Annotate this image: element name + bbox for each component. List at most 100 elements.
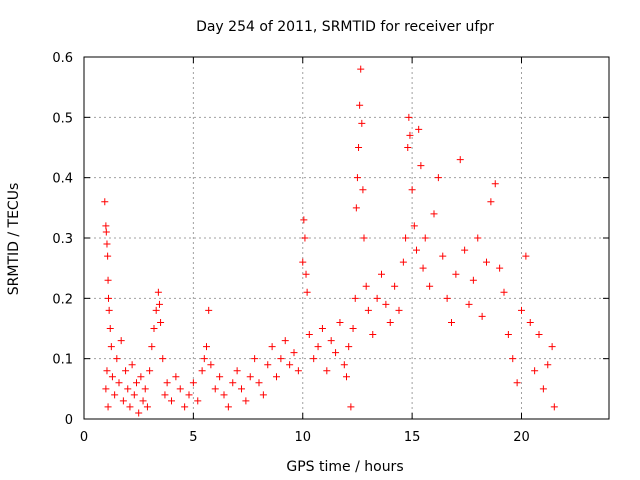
data-point bbox=[255, 379, 263, 387]
data-point bbox=[474, 234, 482, 242]
data-point bbox=[373, 294, 381, 302]
data-point bbox=[119, 397, 127, 405]
data-point bbox=[159, 355, 167, 363]
x-tick-label: 10 bbox=[294, 430, 311, 445]
data-point bbox=[122, 367, 130, 375]
data-point bbox=[126, 403, 134, 411]
data-point bbox=[353, 174, 361, 182]
data-point bbox=[143, 403, 151, 411]
data-point bbox=[345, 343, 353, 351]
y-axis-label: SRMTID / TECUs bbox=[6, 183, 22, 296]
x-tick-label: 5 bbox=[189, 430, 197, 445]
data-point bbox=[181, 403, 189, 411]
data-point bbox=[105, 294, 112, 302]
data-point bbox=[113, 355, 121, 363]
data-point bbox=[103, 367, 111, 375]
data-point bbox=[408, 186, 416, 194]
data-point bbox=[286, 361, 294, 369]
data-point bbox=[135, 409, 143, 417]
data-point bbox=[107, 343, 115, 351]
data-point bbox=[358, 119, 366, 127]
data-point bbox=[185, 391, 193, 399]
data-point bbox=[281, 337, 289, 345]
data-point bbox=[406, 131, 414, 139]
data-point bbox=[343, 373, 350, 381]
data-point bbox=[238, 385, 245, 393]
y-tick-label: 0.2 bbox=[52, 292, 73, 307]
data-point bbox=[168, 397, 175, 405]
data-point bbox=[154, 288, 162, 296]
data-point bbox=[277, 355, 285, 363]
data-point bbox=[117, 337, 125, 345]
data-point bbox=[106, 325, 114, 332]
data-point bbox=[465, 300, 473, 308]
data-point bbox=[233, 367, 241, 375]
data-point bbox=[405, 113, 413, 121]
data-point bbox=[539, 385, 547, 393]
data-point bbox=[268, 343, 276, 351]
data-point bbox=[259, 391, 267, 399]
data-point bbox=[104, 252, 112, 260]
data-point bbox=[303, 288, 311, 296]
data-point bbox=[395, 306, 403, 314]
y-tick-label: 0.1 bbox=[52, 353, 73, 368]
data-point bbox=[299, 258, 307, 266]
data-point bbox=[430, 210, 438, 218]
y-tick-label: 0.6 bbox=[52, 51, 73, 66]
data-point bbox=[273, 373, 280, 381]
data-point bbox=[200, 355, 208, 363]
x-tick-label: 0 bbox=[80, 430, 88, 445]
data-point bbox=[491, 180, 499, 188]
data-point bbox=[172, 373, 180, 381]
data-point bbox=[102, 385, 110, 393]
data-point bbox=[176, 385, 184, 393]
data-point bbox=[360, 234, 368, 242]
data-point bbox=[302, 270, 310, 278]
data-point bbox=[417, 162, 425, 170]
data-point bbox=[130, 391, 138, 399]
data-point bbox=[487, 198, 495, 206]
data-point bbox=[531, 367, 539, 375]
data-point bbox=[146, 367, 154, 375]
data-point bbox=[378, 270, 385, 278]
data-point bbox=[189, 379, 197, 387]
data-point bbox=[161, 391, 169, 399]
data-point bbox=[220, 391, 228, 399]
data-point bbox=[535, 331, 543, 339]
data-point bbox=[207, 361, 215, 369]
data-point bbox=[198, 367, 206, 375]
data-point bbox=[157, 318, 165, 326]
data-point bbox=[246, 373, 254, 381]
data-point bbox=[391, 282, 399, 290]
data-point bbox=[124, 385, 132, 393]
data-point bbox=[141, 385, 149, 393]
data-point bbox=[456, 156, 464, 164]
data-point bbox=[496, 264, 504, 272]
data-point bbox=[526, 318, 534, 326]
data-point bbox=[550, 403, 558, 411]
data-point bbox=[448, 318, 455, 326]
x-tick-label: 20 bbox=[513, 430, 530, 445]
data-point bbox=[229, 379, 237, 387]
data-point bbox=[364, 306, 372, 314]
data-point bbox=[421, 234, 429, 242]
data-point bbox=[101, 198, 109, 206]
data-point bbox=[410, 222, 418, 230]
data-point bbox=[314, 343, 322, 351]
data-point bbox=[332, 349, 340, 357]
data-point bbox=[211, 385, 219, 393]
data-point bbox=[264, 361, 272, 369]
data-point bbox=[203, 343, 210, 351]
data-point bbox=[347, 403, 355, 411]
data-point bbox=[305, 331, 313, 339]
data-point bbox=[443, 294, 451, 302]
data-point bbox=[108, 373, 116, 381]
data-point bbox=[382, 300, 390, 308]
data-point bbox=[349, 325, 357, 332]
data-point bbox=[205, 306, 213, 314]
data-point bbox=[356, 101, 364, 109]
data-point bbox=[133, 379, 140, 387]
data-point bbox=[362, 282, 370, 290]
data-point bbox=[103, 240, 111, 248]
axes: 0 0.1 0.2 0.3 0.4 0.5 0.6 0 5 10 15 20 bbox=[52, 51, 609, 445]
